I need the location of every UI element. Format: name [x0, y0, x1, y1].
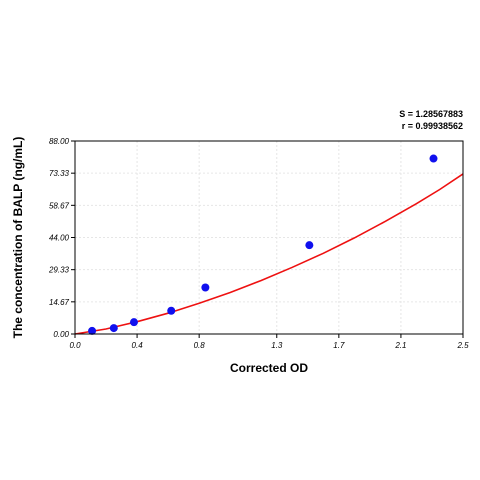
x-tick-label: 0.0 — [69, 341, 81, 350]
x-tick-label: 2.1 — [394, 341, 406, 350]
x-tick-label: 0.8 — [194, 341, 206, 350]
fit-curve — [74, 173, 464, 335]
data-point — [109, 324, 118, 333]
data-point — [429, 154, 438, 163]
data-points — [88, 154, 438, 335]
y-tick-label: 14.67 — [49, 298, 70, 307]
fit-curve-layer — [74, 173, 464, 335]
grid-lines — [75, 141, 463, 334]
y-tick-label: 73.33 — [49, 169, 70, 178]
y-tick-label: 29.33 — [48, 266, 70, 275]
y-tick-label: 88.00 — [49, 137, 70, 146]
s-statistic: S = 1.28567883 — [399, 109, 463, 119]
data-point — [201, 283, 210, 292]
x-axis-title: Corrected OD — [230, 361, 308, 375]
x-tick-label: 1.7 — [333, 341, 345, 350]
x-tick-label: 1.3 — [271, 341, 283, 350]
r-statistic: r = 0.99938562 — [402, 121, 463, 131]
y-tick-label: 0.00 — [53, 330, 69, 339]
x-axis-ticks: 0.0 0.4 0.8 1.3 1.7 2.1 2.5 — [69, 334, 469, 350]
y-tick-label: 44.00 — [49, 234, 70, 243]
data-point — [88, 326, 97, 335]
data-point — [305, 241, 314, 250]
x-tick-label: 2.5 — [456, 341, 469, 350]
y-axis-ticks: 0.00 14.67 29.33 44.00 58.67 73.33 88.00 — [48, 137, 75, 339]
x-tick-label: 0.4 — [132, 341, 144, 350]
y-axis-title: The concentration of BALP (ng/mL) — [11, 137, 25, 339]
data-point — [167, 306, 176, 315]
data-point — [129, 318, 138, 327]
y-tick-label: 58.67 — [49, 201, 70, 210]
